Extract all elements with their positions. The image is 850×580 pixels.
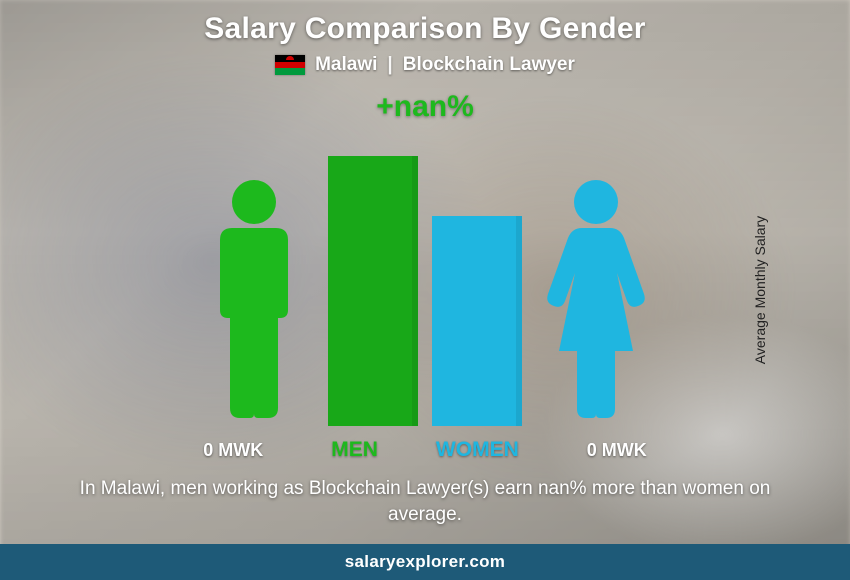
woman-icon (536, 176, 656, 426)
men-salary: 0 MWK (203, 440, 263, 461)
man-icon (194, 176, 314, 426)
women-bar (432, 216, 522, 426)
separator: | (387, 54, 392, 76)
job-label: Blockchain Lawyer (403, 54, 575, 76)
labels-box: 0 MWK MEN WOMEN 0 MWK (203, 438, 647, 462)
men-figure (194, 176, 314, 426)
chart-area: 0 MWK MEN WOMEN 0 MWK (105, 126, 745, 426)
page-title: Salary Comparison By Gender (204, 12, 646, 46)
infographic-content: Salary Comparison By Gender Malawi | Blo… (0, 0, 850, 580)
footer-bar: salaryexplorer.com (0, 544, 850, 580)
country-label: Malawi (315, 54, 377, 76)
labels-row: 0 MWK MEN WOMEN 0 MWK (105, 438, 745, 462)
men-label: MEN (331, 438, 378, 462)
footer-text: salaryexplorer.com (345, 552, 505, 572)
percent-diff-label: +nan% (376, 90, 474, 124)
women-label: WOMEN (436, 438, 519, 462)
malawi-flag-icon (275, 55, 305, 75)
men-bar-col (328, 156, 418, 426)
caption-text: In Malawi, men working as Blockchain Law… (65, 476, 785, 527)
men-bar (328, 156, 418, 426)
women-figure (536, 176, 656, 426)
y-axis-label: Average Monthly Salary (752, 216, 768, 364)
chart-group (194, 156, 656, 426)
women-bar-col (432, 216, 522, 426)
subtitle-row: Malawi | Blockchain Lawyer (275, 54, 575, 76)
women-salary: 0 MWK (587, 440, 647, 461)
